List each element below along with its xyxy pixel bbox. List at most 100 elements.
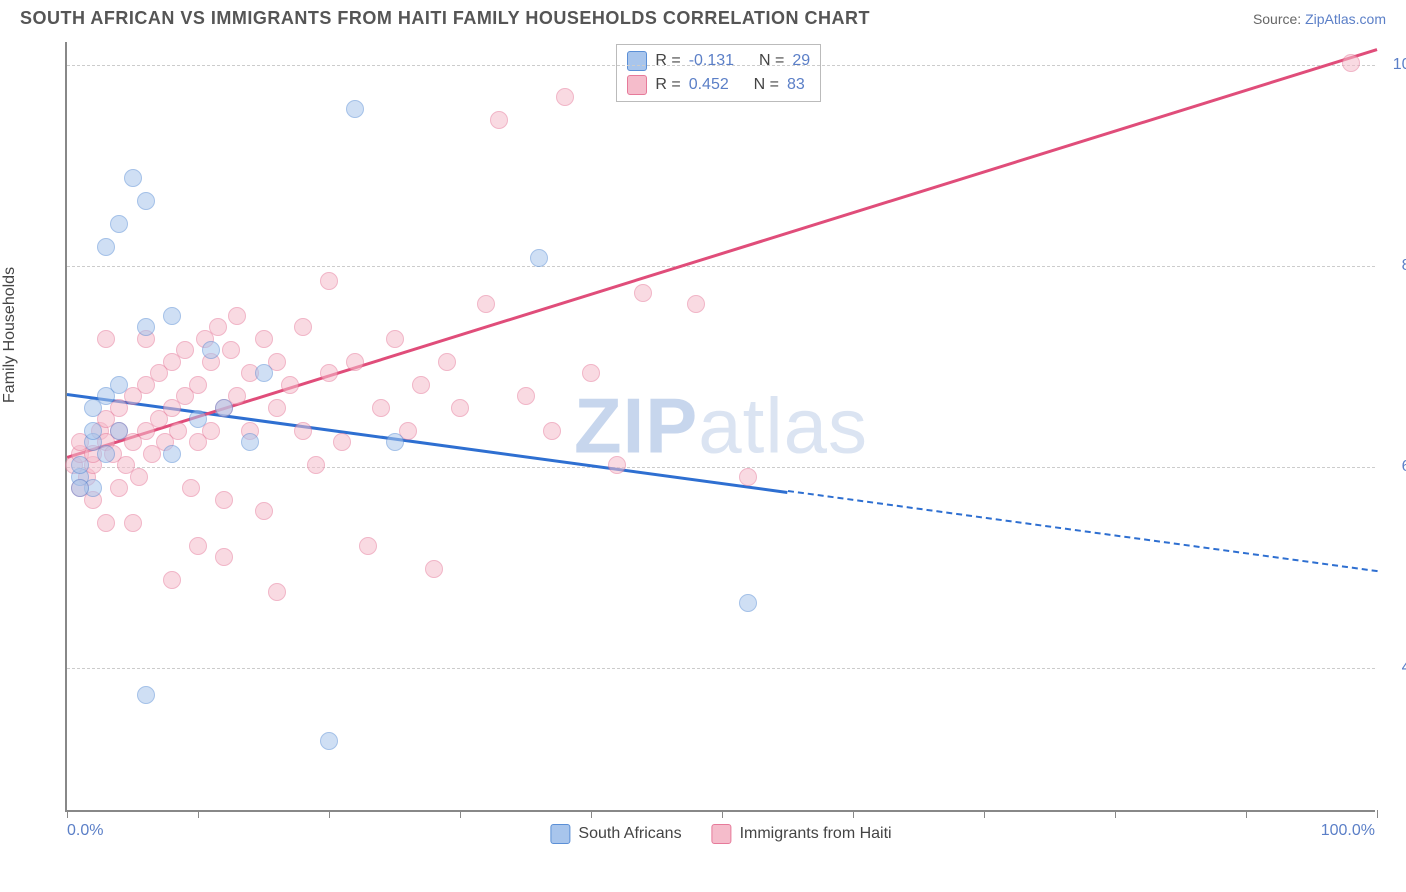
legend-label-pink: Immigrants from Haiti: [740, 825, 892, 843]
data-point: [320, 732, 338, 750]
data-point: [97, 514, 115, 532]
data-point: [189, 376, 207, 394]
legend-swatch-pink: [712, 824, 732, 844]
data-point: [215, 548, 233, 566]
data-point: [739, 468, 757, 486]
trend-line: [67, 48, 1378, 458]
data-point: [438, 353, 456, 371]
stats-row-blue: R = -0.131 N = 29: [627, 49, 810, 73]
data-point: [241, 433, 259, 451]
data-point: [189, 537, 207, 555]
data-point: [386, 330, 404, 348]
x-tick-left: 0.0%: [67, 822, 103, 840]
data-point: [137, 318, 155, 336]
x-minor-tick: [198, 810, 199, 818]
data-point: [1342, 54, 1360, 72]
data-point: [346, 353, 364, 371]
trend-line: [787, 490, 1377, 572]
data-point: [71, 456, 89, 474]
source-link[interactable]: ZipAtlas.com: [1305, 11, 1386, 27]
y-tick-label: 47.5%: [1381, 659, 1406, 677]
data-point: [517, 387, 535, 405]
x-minor-tick: [460, 810, 461, 818]
x-minor-tick: [722, 810, 723, 818]
y-axis-label: Family Households: [1, 267, 19, 403]
chart-container: Family Households ZIPatlas R = -0.131 N …: [20, 42, 1390, 882]
bottom-legend: South Africans Immigrants from Haiti: [550, 824, 891, 844]
chart-title: SOUTH AFRICAN VS IMMIGRANTS FROM HAITI F…: [20, 8, 870, 29]
x-minor-tick: [329, 810, 330, 818]
data-point: [215, 491, 233, 509]
stats-n-label: N =: [759, 52, 784, 70]
stats-n-label: N =: [754, 76, 779, 94]
data-point: [169, 422, 187, 440]
data-point: [320, 364, 338, 382]
y-tick-label: 65.0%: [1381, 458, 1406, 476]
data-point: [281, 376, 299, 394]
plot-area: ZIPatlas R = -0.131 N = 29 R = 0.452 N =…: [65, 42, 1375, 812]
data-point: [268, 583, 286, 601]
stats-r-blue: -0.131: [689, 52, 734, 70]
data-point: [359, 537, 377, 555]
data-point: [202, 341, 220, 359]
swatch-blue: [627, 51, 647, 71]
data-point: [255, 330, 273, 348]
x-minor-tick: [1246, 810, 1247, 818]
data-point: [386, 433, 404, 451]
data-point: [268, 399, 286, 417]
stats-legend-box: R = -0.131 N = 29 R = 0.452 N = 83: [616, 44, 821, 102]
legend-item-pink: Immigrants from Haiti: [712, 824, 892, 844]
x-minor-tick: [67, 810, 68, 818]
x-tick-right: 100.0%: [1321, 822, 1375, 840]
x-minor-tick: [591, 810, 592, 818]
data-point: [71, 479, 89, 497]
data-point: [634, 284, 652, 302]
data-point: [110, 376, 128, 394]
data-point: [425, 560, 443, 578]
data-point: [451, 399, 469, 417]
legend-item-blue: South Africans: [550, 824, 681, 844]
data-point: [687, 295, 705, 313]
source-prefix: Source:: [1253, 11, 1305, 27]
data-point: [182, 479, 200, 497]
data-point: [320, 272, 338, 290]
data-point: [582, 364, 600, 382]
stats-row-pink: R = 0.452 N = 83: [627, 73, 810, 97]
data-point: [543, 422, 561, 440]
data-point: [209, 318, 227, 336]
data-point: [110, 422, 128, 440]
y-tick-label: 82.5%: [1381, 257, 1406, 275]
stats-r-label: R =: [655, 76, 680, 94]
data-point: [307, 456, 325, 474]
data-point: [412, 376, 430, 394]
data-point: [97, 330, 115, 348]
data-point: [110, 215, 128, 233]
watermark-atlas: atlas: [698, 382, 868, 470]
gridline: [67, 266, 1375, 267]
watermark-zip: ZIP: [574, 382, 698, 470]
x-minor-tick: [1115, 810, 1116, 818]
data-point: [294, 422, 312, 440]
data-point: [189, 410, 207, 428]
data-point: [84, 422, 102, 440]
data-point: [110, 479, 128, 497]
gridline: [67, 668, 1375, 669]
data-point: [124, 514, 142, 532]
data-point: [176, 341, 194, 359]
stats-r-label: R =: [655, 52, 680, 70]
data-point: [556, 88, 574, 106]
gridline: [67, 65, 1375, 66]
data-point: [294, 318, 312, 336]
data-point: [608, 456, 626, 474]
x-minor-tick: [1377, 810, 1378, 818]
data-point: [255, 502, 273, 520]
data-point: [372, 399, 390, 417]
data-point: [228, 307, 246, 325]
data-point: [97, 238, 115, 256]
data-point: [163, 307, 181, 325]
data-point: [739, 594, 757, 612]
legend-label-blue: South Africans: [578, 825, 681, 843]
data-point: [163, 571, 181, 589]
data-point: [346, 100, 364, 118]
chart-header: SOUTH AFRICAN VS IMMIGRANTS FROM HAITI F…: [0, 0, 1406, 33]
